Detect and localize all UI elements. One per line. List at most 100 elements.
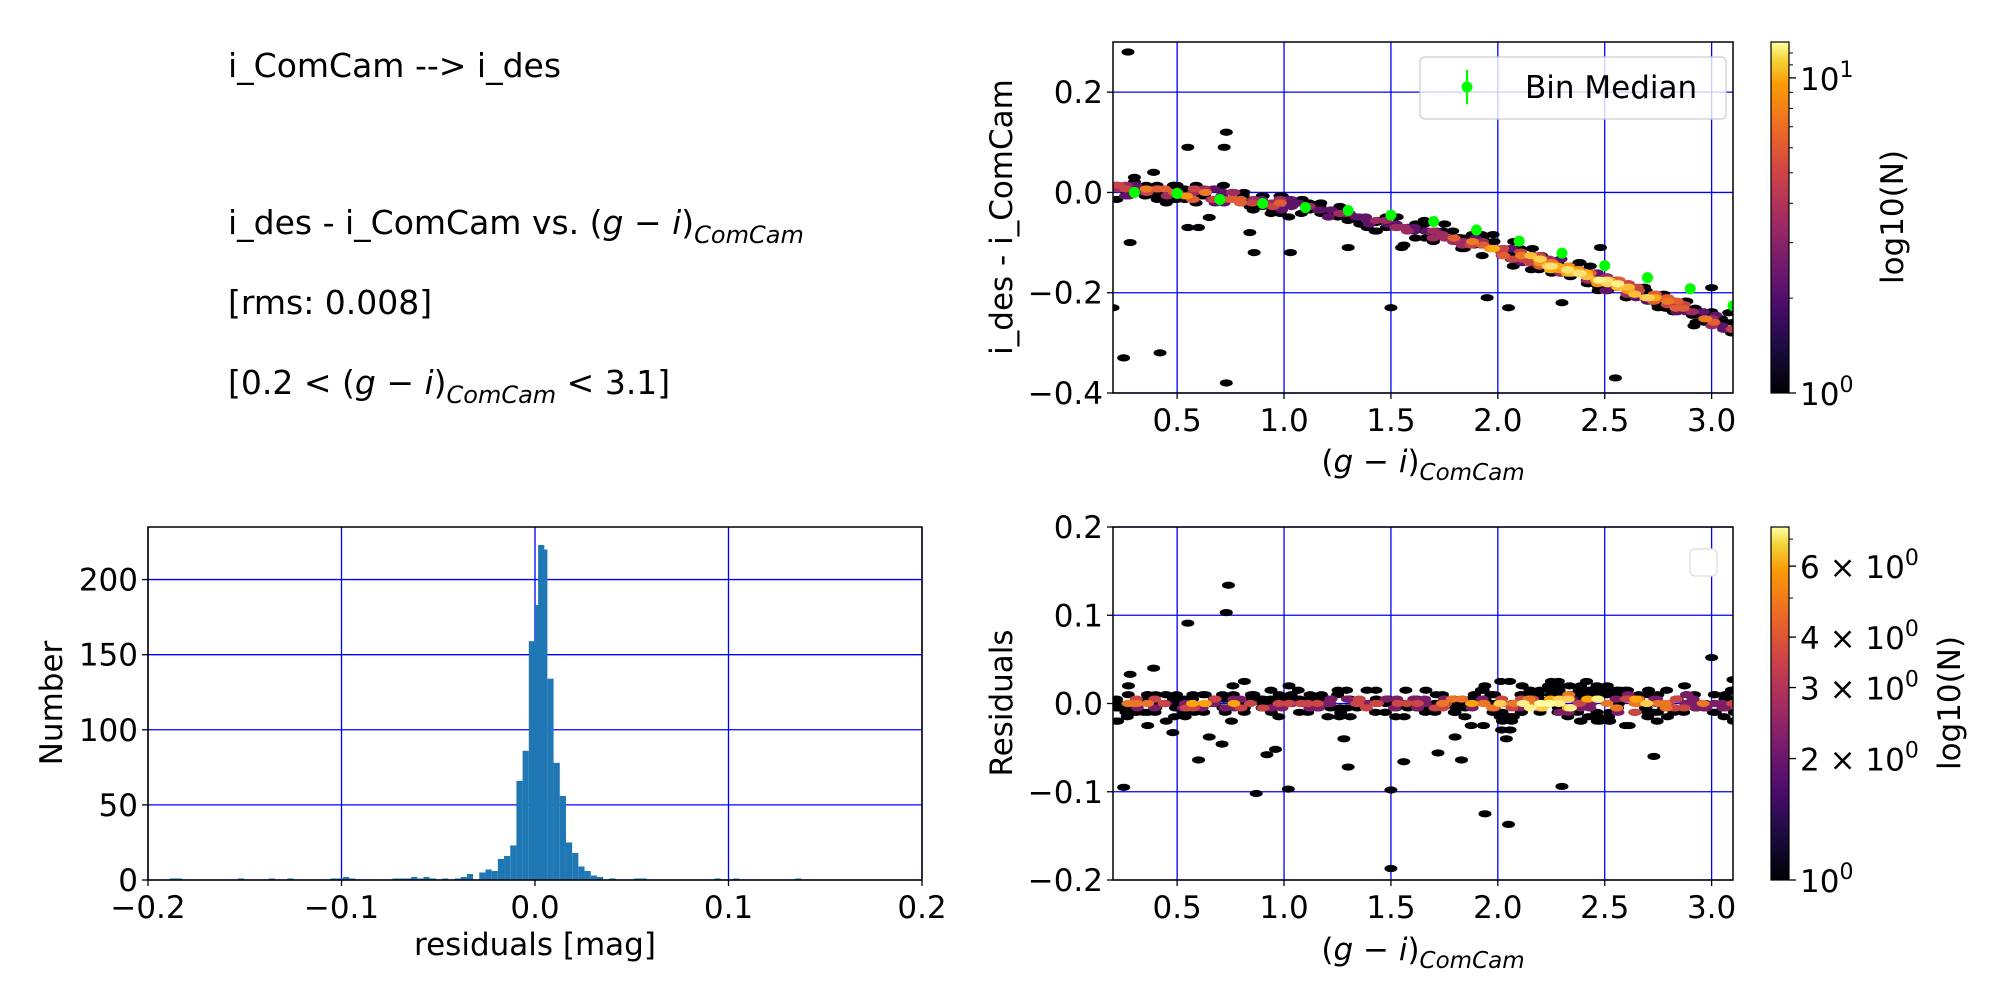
hexbin-cell: [1196, 691, 1210, 699]
axes-frame: [147, 526, 923, 881]
hexbin-cell: [1153, 349, 1167, 357]
histogram-bar: [497, 858, 505, 880]
hexbin-cell: [1249, 789, 1263, 798]
bin-median-point: [1299, 201, 1311, 213]
hexbin-cell: [1435, 230, 1449, 239]
hexbin-cell: [1502, 820, 1516, 829]
histogram-bar: [522, 750, 529, 880]
hexbin-cell: [1502, 304, 1516, 312]
hexbin-cell: [1192, 756, 1206, 764]
histogram-bar: [175, 878, 183, 880]
x-tick-label: 0.5: [1152, 403, 1201, 439]
hexbin-cell: [1705, 654, 1719, 662]
bin-median-point: [1727, 300, 1733, 312]
bin-median-point: [1599, 260, 1611, 272]
hexbin-cell: [1515, 682, 1529, 690]
hexbin-cell: [1117, 783, 1131, 791]
hexbin-cell: [1340, 686, 1354, 694]
hexbin-cell: [1480, 294, 1494, 302]
hexbin-cell: [1399, 686, 1413, 694]
hexbin-cell: [1477, 721, 1491, 730]
hexbin-cell: [1560, 266, 1574, 274]
hexbin-cell: [1551, 682, 1565, 690]
hexbin-cell: [1237, 677, 1251, 686]
hexbin-cell: [1185, 699, 1199, 708]
histogram-bar: [349, 878, 356, 880]
colorbar-tick-exponent: 0: [1839, 860, 1853, 885]
hexbin-cell: [1264, 695, 1278, 703]
x-axis-label-subscript: ComCam: [1420, 460, 1525, 486]
rms-value: [rms: 0.008]: [228, 283, 433, 322]
hexbin-cell: [1592, 276, 1606, 284]
hexbin-cell: [1696, 308, 1710, 316]
histogram-bar: [392, 878, 399, 880]
colorbar-tick-mantissa: 4 ×: [1800, 621, 1865, 657]
hexbin-cell: [1486, 230, 1500, 239]
hexbin-cell: [1474, 686, 1488, 694]
hexbin-cell: [1130, 699, 1144, 708]
hexbin-cell: [1268, 745, 1282, 753]
hexbin-cell: [1668, 704, 1682, 712]
hexbin-cell: [1435, 699, 1449, 708]
bin-median-point: [1257, 197, 1269, 209]
histogram-bar: [479, 872, 486, 880]
hexbin-cell: [1147, 168, 1161, 176]
colorbar-tick-label: 6 × 100: [1800, 546, 1919, 586]
hexbin-cell: [1121, 682, 1135, 690]
y-tick-label: −0.4: [1028, 376, 1103, 412]
y-tick-label: 0: [118, 863, 138, 899]
hexbin-cell: [1726, 325, 1733, 333]
hexbin-cell: [1343, 713, 1357, 721]
bin-median-point: [1641, 272, 1653, 284]
x-tick-label: 1.5: [1366, 890, 1415, 926]
histogram-bar: [404, 878, 412, 880]
bin-median-series: [1128, 186, 1733, 312]
hexbin-cell: [1503, 677, 1517, 686]
x-axis-label-subscript: ComCam: [1420, 948, 1525, 974]
hexbin-cell: [1493, 713, 1507, 721]
x-axis-label-part: i: [1399, 932, 1408, 968]
hexbin-cell: [1699, 315, 1713, 323]
hexbin-cell: [1562, 682, 1576, 690]
hexbin-cell: [1445, 695, 1459, 703]
colorbar-tick-base: 10: [1865, 743, 1904, 779]
paren-open: (: [342, 363, 355, 402]
hexbin-cell: [1341, 763, 1355, 771]
histogram-bar: [553, 762, 560, 880]
axes-frame: [1112, 41, 1734, 394]
hexbin-cell: [1581, 695, 1595, 703]
y-tick-label: 150: [79, 638, 138, 674]
hexbin-cell: [1283, 249, 1297, 257]
histogram-bar: [640, 878, 647, 880]
hexbin-cell: [1243, 228, 1257, 237]
x-axis-label-part: ): [1407, 932, 1419, 968]
hexbin-cell: [1384, 304, 1398, 312]
hexbin-cell: [1159, 717, 1173, 725]
histogram-bar: [336, 878, 344, 880]
hexbin-cell: [1400, 699, 1414, 708]
x-tick-label: 2.0: [1473, 403, 1522, 439]
hexbin-cell: [1397, 758, 1411, 766]
fit-description: i_des - i_ComCam vs. (g − i)ComCam: [228, 203, 804, 249]
histogram-bar: [516, 780, 523, 880]
hexbin-cell: [1599, 287, 1613, 295]
colorbar-tick-base: 10: [1800, 62, 1839, 98]
paren-close: ): [681, 203, 695, 242]
bin-median-point: [1470, 224, 1482, 236]
panel-title: i_ComCam --> i_des: [228, 46, 561, 85]
y-axis-label: Residuals: [984, 629, 1020, 776]
hexbin-cell: [1181, 223, 1195, 232]
x-axis-label-part: g: [1333, 932, 1353, 968]
legend: Bin Median: [1419, 56, 1727, 120]
bin-median-point: [1128, 186, 1140, 198]
hexbin-cell: [1707, 691, 1721, 699]
histogram-bar: [559, 795, 566, 880]
hexbin-cell: [1246, 199, 1260, 207]
hexbin-cell: [1208, 695, 1222, 703]
x-axis-label-part: g: [1333, 444, 1353, 480]
band-i: i: [424, 363, 434, 402]
color-range-text: [0.2 < (g − i)ComCam < 3.1]: [228, 363, 670, 409]
hexbin-cell: [1368, 227, 1382, 235]
hexbin-cell: [1678, 682, 1692, 690]
